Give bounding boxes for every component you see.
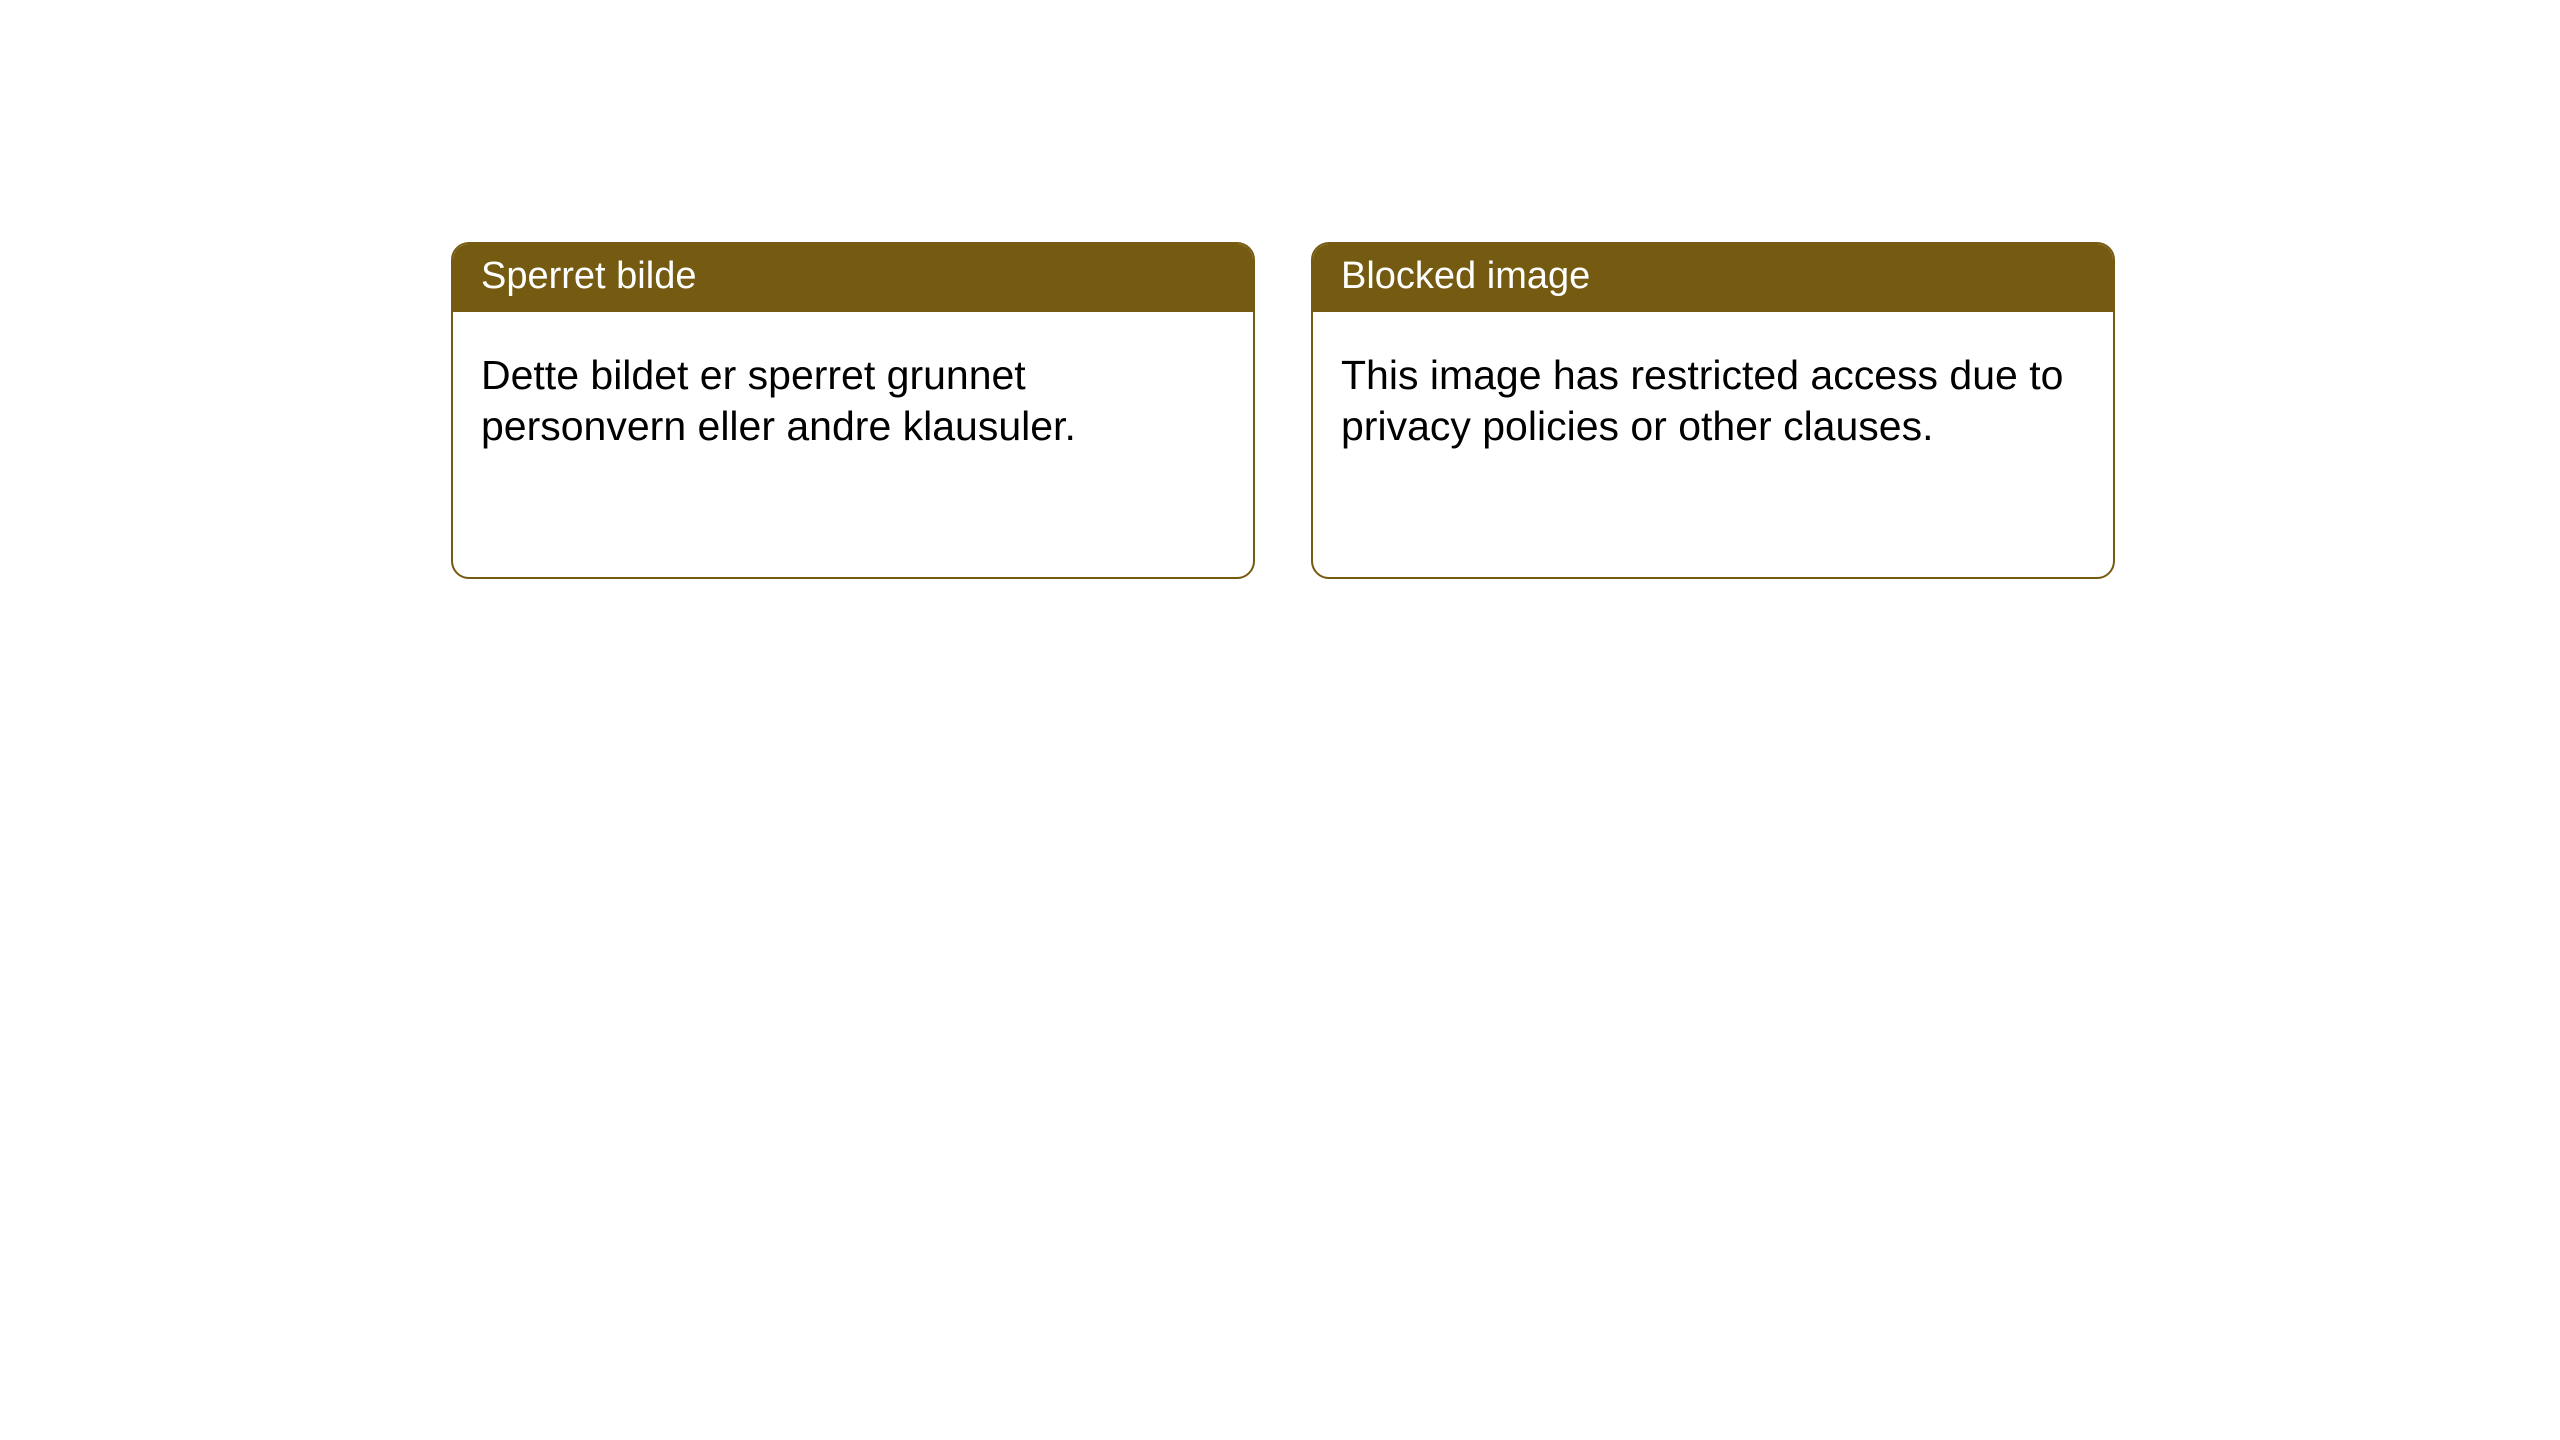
blocked-image-card-no: Sperret bilde Dette bildet er sperret gr… [451,242,1255,579]
card-body-no: Dette bildet er sperret grunnet personve… [453,312,1253,481]
card-body-en: This image has restricted access due to … [1313,312,2113,481]
card-body-text-no: Dette bildet er sperret grunnet personve… [481,352,1076,450]
card-body-text-en: This image has restricted access due to … [1341,352,2063,450]
card-header-no: Sperret bilde [453,244,1253,312]
card-title-en: Blocked image [1341,255,1590,297]
blocked-image-card-en: Blocked image This image has restricted … [1311,242,2115,579]
notice-cards-container: Sperret bilde Dette bildet er sperret gr… [451,242,2115,579]
card-header-en: Blocked image [1313,244,2113,312]
card-title-no: Sperret bilde [481,255,696,297]
